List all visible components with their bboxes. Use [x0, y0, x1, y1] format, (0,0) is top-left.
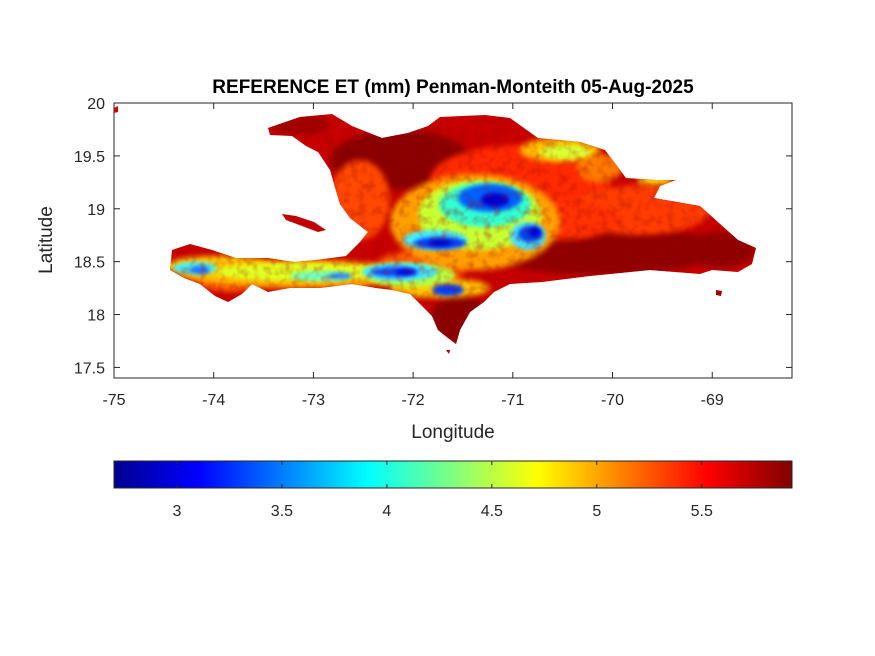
x-axis-ticks: -75 -74 -73 -72 -71 -70 -69 [102, 103, 724, 409]
colorbar-tick-label: 4.5 [481, 503, 503, 520]
x-tick-label: -71 [501, 392, 524, 409]
x-tick-label: -70 [601, 392, 624, 409]
colorbar-tick-label: 5.5 [691, 503, 713, 520]
colorbar-tick-label: 3.5 [271, 503, 293, 520]
y-tick-label: 19 [87, 202, 105, 219]
colorbar-tick-label: 4 [382, 503, 391, 520]
saona-islet [716, 290, 722, 296]
y-axis-label: Latitude [36, 206, 57, 274]
gonave-island [282, 214, 326, 232]
beata-islet [446, 350, 450, 354]
tortuga-island [114, 106, 118, 113]
colorbar-ticks: 3 3.5 4 4.5 5 5.5 [173, 461, 713, 520]
y-tick-label: 18 [87, 308, 105, 325]
x-tick-label: -69 [701, 392, 724, 409]
x-tick-label: -74 [202, 392, 225, 409]
colorbar-tick-label: 3 [173, 503, 182, 520]
x-axis-label: Longitude [411, 422, 494, 443]
y-tick-label: 17.5 [74, 360, 105, 377]
map-title: REFERENCE ET (mm) Penman-Monteith 05-Aug… [212, 77, 694, 98]
x-tick-label: -73 [302, 392, 325, 409]
colorbar [113, 460, 793, 489]
y-tick-label: 19.5 [74, 149, 105, 166]
x-tick-label: -75 [102, 392, 125, 409]
y-axis-ticks: 17.5 18 18.5 19 19.5 20 [74, 96, 792, 377]
colorbar-tick-label: 5 [592, 503, 601, 520]
x-tick-label: -72 [402, 392, 425, 409]
y-tick-label: 20 [87, 96, 105, 113]
y-tick-label: 18.5 [74, 255, 105, 272]
